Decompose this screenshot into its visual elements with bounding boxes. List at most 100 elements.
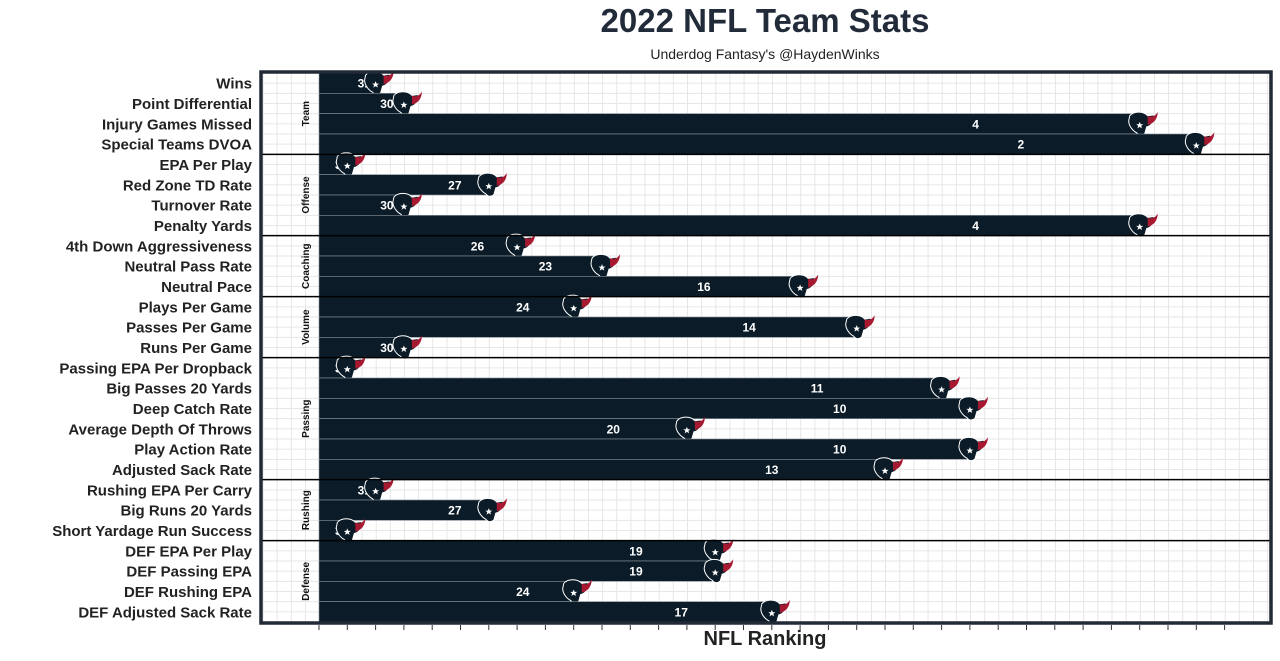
bar-value-label: 24 [516, 585, 530, 599]
y-tick-label: Big Runs 20 Yards [121, 503, 252, 520]
logo-horn [496, 498, 507, 512]
bar-value-label: 26 [471, 239, 485, 253]
texans-logo-icon [760, 599, 790, 624]
logo-star [598, 264, 606, 271]
logo-horn [411, 193, 422, 207]
logo-horn [411, 91, 422, 105]
y-tick-label: Play Action Rate [134, 442, 252, 459]
bar-value-label: 4 [972, 219, 979, 233]
logo-star [372, 487, 380, 495]
bar-value-label: 20 [607, 422, 621, 436]
y-tick-label: Special Teams DVOA [101, 137, 252, 154]
logo-star [513, 243, 521, 251]
logo-star [400, 203, 408, 210]
y-tick-label: Average Depth Of Throws [68, 421, 252, 438]
bar-value-label: 2 [1017, 138, 1024, 152]
texans-logo-icon [392, 91, 422, 116]
bar [318, 235, 518, 257]
bar-value-label: 19 [629, 565, 643, 579]
texans-logo-icon [1128, 213, 1158, 238]
chart-subtitle: Underdog Fantasy's @HaydenWinks [650, 46, 880, 62]
bar [318, 560, 716, 582]
y-tick-label: Neutral Pass Rate [124, 259, 252, 276]
logo-star [570, 304, 578, 312]
bar-value-label: 10 [833, 402, 847, 416]
y-tick-label: Turnover Rate [151, 198, 252, 215]
bar [318, 215, 1141, 236]
y-tick-label: 4th Down Aggressiveness [66, 238, 252, 255]
texans-logo-icon [562, 579, 592, 604]
bar-value-label: 16 [697, 280, 711, 294]
logo-horn [723, 538, 734, 552]
texans-logo-icon [335, 518, 366, 543]
logo-horn [496, 172, 507, 186]
texans-logo-icon [788, 274, 819, 299]
logo-horn [355, 355, 366, 369]
logo-horn [610, 254, 620, 268]
bar-value-label: 14 [742, 321, 756, 335]
logo-horn [977, 437, 988, 451]
logo-star [485, 182, 493, 190]
bar [318, 255, 603, 277]
facet-strip-label: Defense [301, 561, 312, 600]
texans-logo-icon [958, 436, 988, 462]
logo-star [1192, 142, 1200, 149]
facet-strip-label: Offense [301, 176, 312, 214]
y-tick-label: Deep Catch Rate [133, 401, 252, 418]
bar [318, 316, 858, 338]
texans-logo-icon [392, 335, 422, 360]
logo-horn [1147, 111, 1158, 125]
plot-border [259, 70, 1273, 625]
logo-horn [893, 457, 903, 471]
bar [318, 418, 688, 440]
bar [318, 499, 490, 521]
logo-horn [525, 233, 536, 247]
texans-logo-icon [958, 396, 988, 421]
logo-horn [355, 152, 366, 166]
facet-strip-label: Coaching [301, 243, 312, 289]
logo-star [966, 406, 974, 413]
logo-star [343, 365, 351, 373]
y-tick-label: Wins [216, 76, 252, 93]
bar-value-label: 11 [811, 382, 824, 396]
bar-value-label: 24 [516, 300, 530, 314]
texans-logo-icon [1128, 111, 1158, 136]
logo-horn [723, 559, 734, 573]
facet-strip-label: Rushing [301, 490, 312, 530]
y-tick-label: Passes Per Game [126, 320, 252, 337]
bar [318, 438, 971, 460]
logo-horn [355, 518, 366, 532]
bar [318, 276, 801, 297]
facet-strip-label: Passing [301, 399, 312, 437]
logo-star [966, 447, 974, 454]
bar [318, 459, 886, 480]
logo-star [485, 508, 493, 515]
logo-star [881, 467, 889, 474]
y-tick-label: Rushing EPA Per Carry [87, 482, 253, 499]
y-tick-label: DEF Adjusted Sack Rate [78, 604, 252, 621]
y-tick-label: Passing EPA Per Dropback [59, 360, 252, 377]
logo-star [400, 101, 408, 108]
bar-value-label: 30 [380, 97, 394, 111]
logo-star [570, 589, 578, 596]
y-tick-label: DEF Passing EPA [126, 564, 252, 581]
logo-horn [949, 376, 960, 390]
bar [318, 581, 574, 602]
logo-horn [411, 335, 422, 349]
bar-value-label: 4 [972, 117, 979, 131]
y-tick-label: EPA Per Play [159, 157, 252, 174]
logo-horn [808, 274, 819, 288]
y-tick-label: Plays Per Game [139, 299, 252, 316]
chart-title: 2022 NFL Team Stats [600, 2, 930, 39]
bar-value-label: 27 [448, 178, 462, 192]
y-tick-label: Neutral Pace [161, 279, 252, 296]
bar [318, 601, 773, 623]
logo-star [343, 528, 351, 535]
x-axis-label: NFL Ranking [703, 628, 827, 650]
texans-logo-icon [703, 558, 734, 584]
facet-strip-label: Team [301, 101, 312, 126]
texans-logo-icon [477, 497, 507, 523]
bar-value-label: 19 [629, 544, 643, 558]
logo-star [343, 162, 351, 169]
logo-star [796, 284, 804, 291]
